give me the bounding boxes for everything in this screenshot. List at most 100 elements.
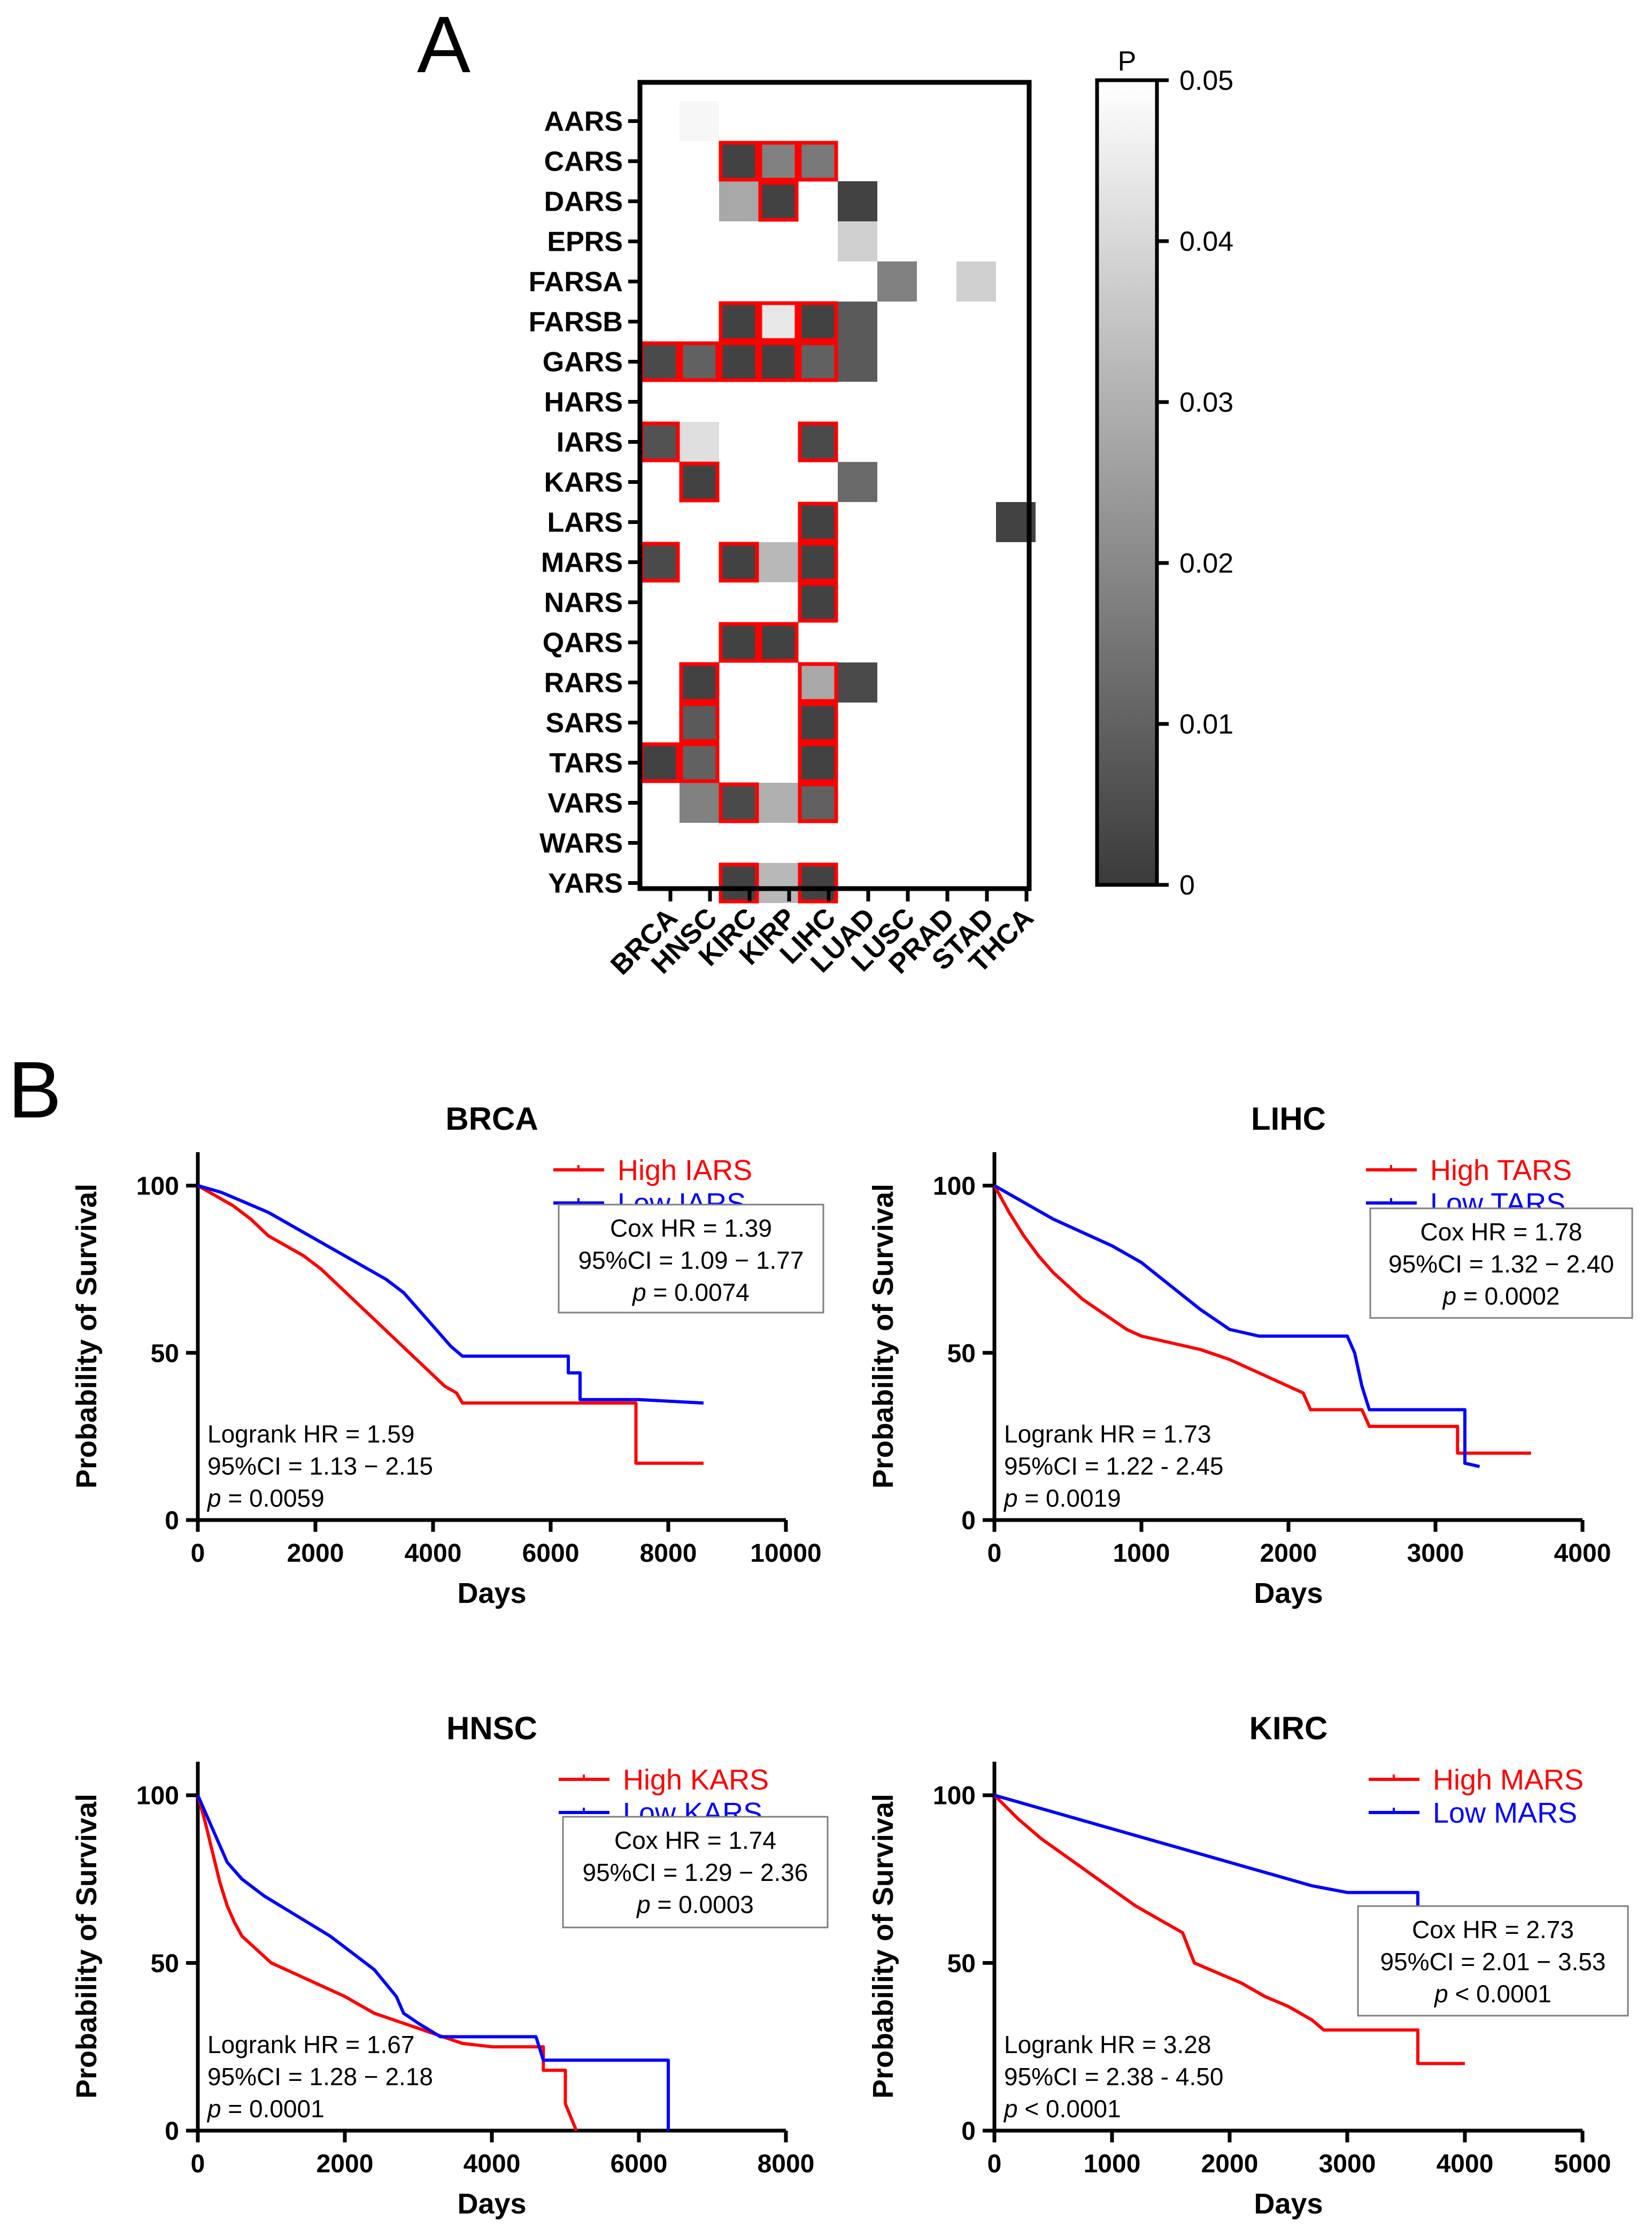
highlight-box-gars-hnsc (679, 341, 720, 382)
highlight-box-kars-hnsc (679, 461, 720, 503)
colorbar-tick-label-3: 0.03 (1179, 387, 1233, 418)
kirc-logrank-p-label: p (1003, 2095, 1018, 2123)
kirc-xlabel: Days (1254, 2188, 1323, 2220)
highlight-box-gars-kirp (758, 341, 799, 382)
heatmap-cell-sars-lihc (798, 703, 838, 743)
lihc-cox-p: p = 0.0002 (1442, 1282, 1560, 1310)
heatmap-cell-qars-kirp (759, 622, 798, 662)
kirc-ytick-label-50: 50 (947, 1949, 976, 1978)
heatmap-cell-mars-lihc (798, 542, 838, 582)
lihc-xtick-label-2000: 2000 (1260, 1539, 1317, 1568)
kirc-cox-ci: 95%CI = 2.01 − 3.53 (1380, 1948, 1606, 1976)
highlight-box-yars-kirc (719, 862, 759, 904)
hnsc-logrank-hr: Logrank HR = 1.67 (207, 2031, 414, 2058)
kirc-xtick-label-1000: 1000 (1084, 2150, 1141, 2178)
heatmap-cell-aars-hnsc (680, 101, 719, 141)
lihc-ytick-label-0: 0 (961, 1507, 976, 1535)
heatmap-cell-gars-kirp (759, 342, 798, 382)
highlight-box-yars-lihc (798, 862, 838, 904)
heatmap-cell-gars-luad (838, 342, 877, 382)
row-label-rars: RARS (544, 668, 623, 699)
lihc-logrank-p-value: = 0.0019 (1018, 1484, 1121, 1512)
brca-cox-box (558, 1204, 824, 1314)
row-label-mars: MARS (541, 547, 623, 579)
heatmap-cell-rars-luad (838, 662, 877, 703)
lihc-cox-ci: 95%CI = 1.32 − 2.40 (1388, 1250, 1614, 1278)
kirc-logrank-p-value: < 0.0001 (1018, 2095, 1121, 2123)
hnsc-xtick-label-4000: 4000 (464, 2150, 521, 2178)
row-label-lars: LARS (547, 507, 623, 538)
hnsc-xtick-label-8000: 8000 (758, 2150, 815, 2178)
kirc-cox-hr: Cox HR = 2.73 (1412, 1916, 1574, 1943)
kirc-title: KIRC (1249, 1710, 1328, 1746)
colorbar-tick-label-0: 0 (1179, 870, 1195, 901)
row-label-nars: NARS (544, 588, 623, 619)
brca-xtick-label-0: 0 (191, 1539, 205, 1568)
heatmap-cell-vars-lihc (798, 783, 838, 823)
kirc-logrank-p: p < 0.0001 (1003, 2095, 1121, 2123)
hnsc-cox-box (562, 1816, 829, 1929)
heatmap-cell-cars-kirp (759, 141, 798, 181)
lihc-cox-p-label: p (1442, 1282, 1457, 1310)
kirc-logrank-hr: Logrank HR = 3.28 (1004, 2031, 1211, 2058)
heatmap-cell-farsb-kirc (719, 302, 759, 342)
heatmap-cell-dars-luad (838, 181, 877, 221)
kirc-series-low-mars (994, 1793, 1530, 1911)
lihc-logrank-p-label: p (1003, 1484, 1018, 1512)
kirc-xtick-label-0: 0 (987, 2150, 1002, 2178)
heatmap-cell-yars-kirc (719, 863, 759, 903)
heatmap-cell-iars-hnsc (680, 422, 719, 462)
lihc-legend-label-high-tars: High TARS (1430, 1154, 1572, 1186)
lihc-logrank-p: p = 0.0019 (1003, 1484, 1121, 1512)
brca-cox-p-label: p (631, 1278, 646, 1306)
hnsc-cox-hr: Cox HR = 1.74 (614, 1826, 776, 1854)
heatmap-cell-mars-kirp (759, 542, 798, 582)
brca-xtick-label-6000: 6000 (522, 1539, 580, 1568)
highlight-box-qars-kirc (719, 622, 759, 663)
row-label-aars: AARS (544, 106, 623, 137)
brca-xlabel: Days (457, 1577, 526, 1609)
highlight-box-rars-lihc (798, 662, 838, 703)
brca-ytick-label-50: 50 (151, 1339, 179, 1368)
colorbar-title: P (1118, 46, 1137, 77)
highlight-box-mars-lihc (798, 542, 838, 583)
row-label-gars: GARS (543, 347, 623, 378)
heatmap-cell-eprs-luad (838, 221, 877, 261)
heatmap-frame (637, 80, 1032, 891)
brca-ylabel: Probability of Survival (71, 1184, 103, 1488)
brca-ytick-label-100: 100 (136, 1173, 179, 1201)
km-chart-hnsc: HNSC 0 50 100 0 2000 4000 6000 8000 Days Probabili… (71, 1710, 829, 2220)
heatmap-cell-gars-kirc (719, 342, 759, 382)
row-label-qars: QARS (543, 628, 623, 659)
heatmap-cell-farsb-lihc (798, 302, 838, 342)
lihc-xlabel: Days (1254, 1577, 1323, 1609)
hnsc-series-low-kars (196, 1794, 670, 2131)
brca-series-low-iars (197, 1184, 704, 1405)
colorbar-tick-label-4: 0.04 (1179, 226, 1233, 257)
brca-cox-ci: 95%CI = 1.09 − 1.77 (578, 1246, 804, 1274)
heatmap-cell-kars-luad (838, 462, 877, 502)
row-label-iars: IARS (557, 427, 623, 458)
highlight-box-qars-kirp (758, 622, 799, 663)
row-label-tars: TARS (549, 748, 623, 779)
heatmap-cell-nars-lihc (798, 582, 838, 622)
highlight-box-farsb-kirp (758, 301, 799, 342)
hnsc-cox-p: p = 0.0003 (636, 1891, 754, 1918)
kirc-ylabel: Probability of Survival (867, 1794, 899, 2099)
kirc-xtick-label-5000: 5000 (1554, 2150, 1611, 2178)
highlight-box-cars-lihc (798, 141, 838, 182)
kirc-xtick-label-4000: 4000 (1437, 2150, 1494, 2178)
lihc-xtick-label-0: 0 (987, 1539, 1002, 1568)
km-chart-brca: BRCA 0 50 100 0 2000 4000 6000 8000 10000 Days Prob… (71, 1101, 824, 1609)
heatmap-cell-tars-brca (640, 743, 680, 783)
row-label-sars: SARS (546, 708, 623, 739)
highlight-box-farsb-kirc (719, 301, 759, 342)
heatmap-cell-gars-lihc (798, 342, 838, 382)
heatmap-cell-cars-lihc (798, 141, 838, 181)
heatmap-cell-gars-hnsc (680, 342, 719, 382)
highlight-box-sars-lihc (798, 702, 838, 743)
kirc-logrank-ci: 95%CI = 2.38 - 4.50 (1004, 2063, 1223, 2091)
brca-xtick-label-8000: 8000 (640, 1539, 697, 1568)
heatmap-cell-mars-brca (640, 542, 680, 582)
